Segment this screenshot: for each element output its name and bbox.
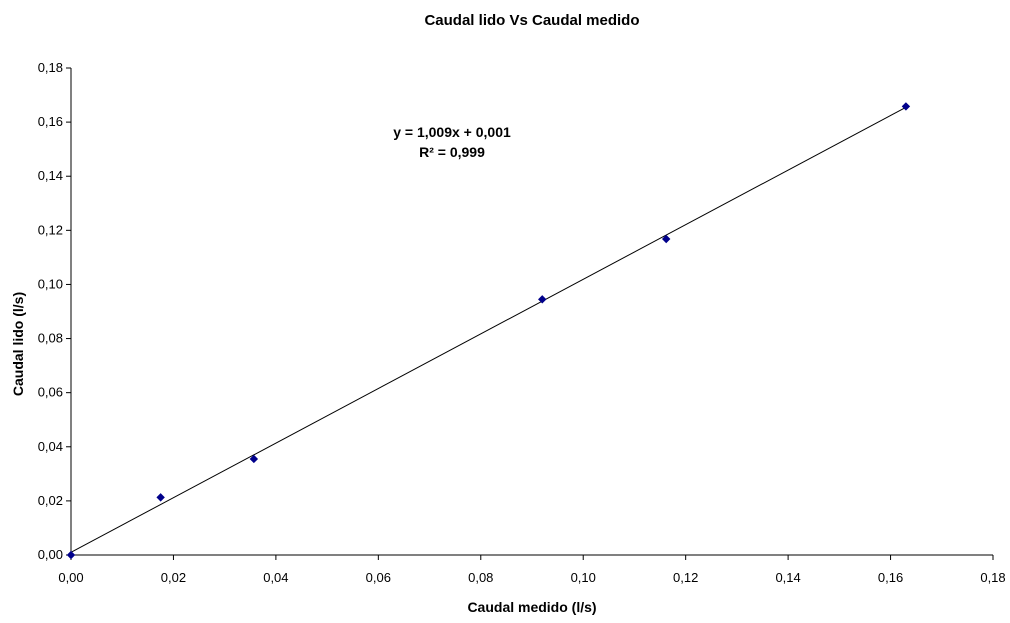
data-points	[66, 102, 911, 560]
y-tick-label: 0,04	[38, 439, 63, 454]
y-tick-label: 0,10	[38, 276, 63, 291]
x-tick-label: 0,06	[366, 570, 391, 585]
y-tick-label: 0,18	[38, 60, 63, 75]
y-tick-label: 0,08	[38, 331, 63, 346]
x-tick-label: 0,18	[980, 570, 1005, 585]
x-axis-label: Caudal medido (l/s)	[467, 599, 596, 615]
y-tick-label: 0,12	[38, 222, 63, 237]
x-tick-label: 0,14	[775, 570, 800, 585]
data-point	[901, 102, 911, 111]
trendline-equation: y = 1,009x + 0,001	[393, 124, 511, 140]
y-tick-label: 0,16	[38, 114, 63, 129]
x-tick-label: 0,08	[468, 570, 493, 585]
data-point	[156, 493, 165, 502]
chart-title: Caudal lido Vs Caudal medido	[424, 12, 639, 29]
trendline	[70, 106, 907, 553]
data-point	[249, 454, 259, 464]
x-tick-label: 0,10	[571, 570, 596, 585]
x-tick-label: 0,02	[161, 570, 186, 585]
y-tick-label: 0,14	[38, 168, 63, 183]
x-axis: 0,00 0,02 0,04 0,06 0,08 0,10 0,12 0,14 0,16 0,18	[58, 554, 1006, 585]
y-tick-label: 0,06	[38, 385, 63, 400]
y-tick-label: 0,02	[38, 493, 63, 508]
x-tick-label: 0,12	[673, 570, 698, 585]
y-axis-label: Caudal lido (l/s)	[10, 292, 26, 396]
trendline-r-squared: R² = 0,999	[419, 144, 485, 160]
x-tick-label: 0,04	[263, 570, 288, 585]
y-tick-label: 0,00	[38, 547, 63, 562]
x-tick-label: 0,16	[878, 570, 903, 585]
data-point	[66, 550, 76, 560]
data-point	[538, 295, 547, 304]
y-axis: 0,00 0,02 0,04 0,06 0,08 0,10 0,12 0,14 0,16 0,18	[38, 60, 72, 562]
x-tick-label: 0,00	[58, 570, 83, 585]
data-point	[661, 234, 671, 244]
trendline-group	[70, 106, 907, 553]
